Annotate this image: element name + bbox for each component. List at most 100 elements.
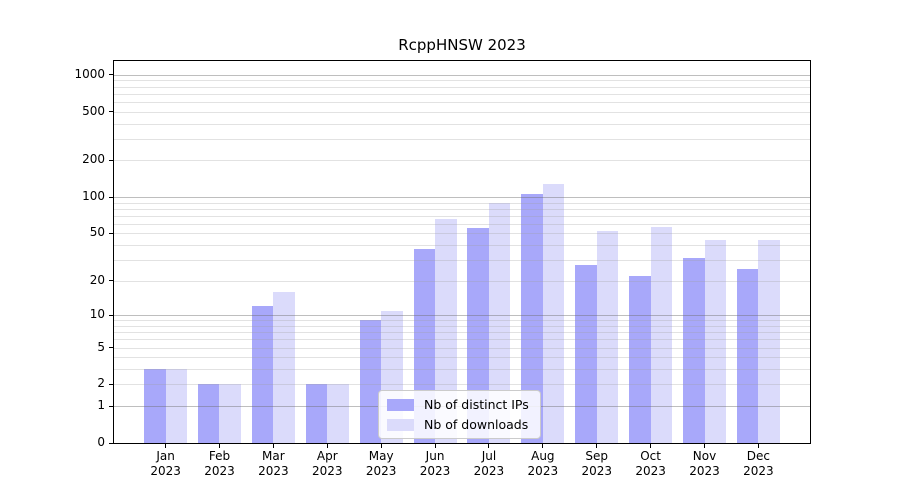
legend-entry-distinct-ips: Nb of distinct IPs xyxy=(387,397,529,412)
bar-jul-ips xyxy=(467,228,489,443)
legend-label-distinct-ips: Nb of distinct IPs xyxy=(424,397,529,412)
gridline xyxy=(114,315,810,317)
x-tick-label: Mar 2023 xyxy=(258,449,289,478)
bar-mar-downloads xyxy=(273,291,295,443)
x-tick-label: Jun 2023 xyxy=(419,449,451,478)
gridline xyxy=(114,215,810,217)
gridline xyxy=(114,280,810,282)
bar-apr-downloads xyxy=(327,384,349,443)
x-tick-mark xyxy=(757,444,759,448)
y-tick-label: 100 xyxy=(82,189,105,204)
gridline xyxy=(114,93,810,95)
legend: Nb of distinct IPs Nb of downloads xyxy=(378,390,541,439)
y-tick-label: 200 xyxy=(82,152,105,167)
x-tick-label: Apr 2023 xyxy=(311,449,343,478)
gridline xyxy=(114,347,810,349)
x-tick-label: Jan 2023 xyxy=(150,449,181,478)
bar-oct-ips xyxy=(629,275,651,443)
legend-label-downloads: Nb of downloads xyxy=(424,417,529,432)
x-tick-label: Sep 2023 xyxy=(581,449,612,478)
x-tick-mark xyxy=(165,444,167,448)
x-tick-mark xyxy=(434,444,436,448)
x-tick-mark xyxy=(272,444,274,448)
bar-feb-ips xyxy=(197,384,220,443)
bar-sep-downloads xyxy=(596,231,619,443)
gridline xyxy=(114,80,810,82)
y-tick-label: 500 xyxy=(82,103,105,118)
x-tick-mark xyxy=(542,444,544,448)
bar-dec-ips xyxy=(736,269,759,443)
gridline xyxy=(114,86,810,88)
bar-dec-downloads xyxy=(758,240,780,443)
x-tick-label: May 2023 xyxy=(365,449,397,478)
gridline xyxy=(114,233,810,235)
legend-swatch-downloads xyxy=(387,418,414,431)
legend-entry-downloads: Nb of downloads xyxy=(387,417,529,432)
bar-apr-ips xyxy=(305,384,328,443)
x-tick-label: Oct 2023 xyxy=(635,449,666,478)
y-tick-label: 2 xyxy=(97,376,105,391)
bar-oct-downloads xyxy=(650,226,673,443)
gridline xyxy=(114,384,810,386)
bar-aug-ips xyxy=(521,194,543,443)
bar-jun-downloads xyxy=(435,218,457,443)
y-tick-mark xyxy=(109,314,113,316)
x-tick-label: Dec 2023 xyxy=(743,449,774,478)
bar-jan-ips xyxy=(144,369,166,443)
bar-aug-downloads xyxy=(542,183,565,443)
gridline xyxy=(114,138,810,140)
gridline xyxy=(114,202,810,204)
y-tick-label: 1000 xyxy=(74,66,105,81)
x-tick-mark xyxy=(596,444,598,448)
y-tick-mark xyxy=(109,347,113,348)
y-tick-mark xyxy=(109,232,113,234)
legend-swatch-distinct-ips xyxy=(387,398,414,411)
gridline xyxy=(114,339,810,341)
bar-nov-downloads xyxy=(704,240,726,443)
y-tick-mark xyxy=(109,159,113,161)
bar-mar-ips xyxy=(251,306,274,443)
x-tick-label: Jul 2023 xyxy=(473,449,505,478)
gridline xyxy=(114,357,810,359)
gridline xyxy=(114,123,810,125)
gridline xyxy=(114,197,810,199)
x-tick-mark xyxy=(326,444,328,448)
gridline xyxy=(114,74,810,76)
x-tick-mark xyxy=(650,444,652,448)
bar-nov-ips xyxy=(683,258,705,443)
gridline xyxy=(114,208,810,210)
y-tick-mark xyxy=(109,442,113,444)
chart-title: RcppHNSW 2023 xyxy=(398,36,526,54)
y-tick-mark xyxy=(109,405,113,407)
bar-feb-downloads xyxy=(219,384,241,443)
x-tick-label: Aug 2023 xyxy=(527,449,559,478)
bar-sep-ips xyxy=(575,265,597,443)
bar-jan-downloads xyxy=(165,369,188,443)
y-tick-mark xyxy=(109,280,113,282)
x-tick-mark xyxy=(380,444,382,448)
x-tick-label: Nov 2023 xyxy=(689,449,720,478)
x-tick-mark xyxy=(488,444,490,448)
gridline xyxy=(114,223,810,225)
y-tick-label: 10 xyxy=(89,307,105,322)
y-tick-label: 50 xyxy=(89,225,105,240)
gridline xyxy=(114,101,810,103)
x-tick-mark xyxy=(218,444,220,448)
gridline xyxy=(114,320,810,322)
bar-jul-downloads xyxy=(488,202,511,443)
gridline xyxy=(114,369,810,371)
y-tick-label: 5 xyxy=(97,339,105,354)
y-tick-mark xyxy=(109,383,113,385)
y-tick-mark xyxy=(109,111,113,113)
gridline xyxy=(114,160,810,162)
y-tick-mark xyxy=(109,74,113,76)
y-tick-label: 20 xyxy=(89,272,105,287)
x-tick-mark xyxy=(704,444,705,448)
gridline xyxy=(114,332,810,334)
gridline xyxy=(114,259,810,261)
y-tick-mark xyxy=(109,196,113,198)
x-tick-label: Feb 2023 xyxy=(204,449,235,478)
y-tick-label: 0 xyxy=(97,435,105,449)
bar-may-ips xyxy=(359,320,382,443)
